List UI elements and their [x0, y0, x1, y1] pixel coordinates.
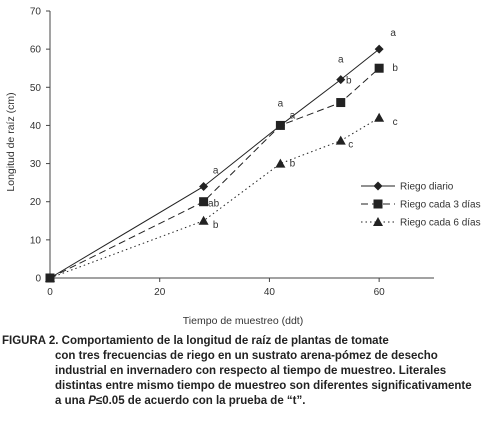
y-tick-label: 40	[30, 121, 42, 132]
y-tick-label: 50	[30, 83, 42, 94]
significance-letter: a	[390, 28, 396, 39]
chart-series	[45, 44, 385, 283]
data-point-triangle	[45, 273, 55, 282]
x-tick-label: 60	[374, 287, 386, 298]
data-point-triangle	[335, 135, 346, 145]
y-tick-label: 20	[30, 197, 42, 208]
y-tick-label: 30	[30, 159, 42, 170]
legend-label-2: Riego cada 3 días	[400, 200, 481, 211]
caption-label: FIGURA 2.	[2, 335, 59, 347]
x-tick-label: 40	[264, 287, 276, 298]
significance-letter: a	[213, 165, 219, 176]
series-line-1	[49, 48, 380, 279]
data-point-diamond	[374, 44, 384, 54]
chart-legend: Riego diario Riego cada 3 días Riego cada …	[361, 181, 481, 229]
caption-body-end: ≤0.05 de acuerdo con la prueba de “t”.	[95, 395, 306, 407]
legend-marker-triangle	[373, 217, 383, 226]
figure-caption: FIGURA 2. Comportamiento de la longitud …	[2, 334, 480, 409]
significance-letter: a	[338, 55, 344, 66]
y-tick-label: 0	[35, 274, 41, 285]
significance-letter: b	[290, 159, 296, 170]
y-axis-title: Longitud de raíz (cm)	[5, 92, 17, 191]
data-point-triangle	[198, 215, 209, 225]
data-point-square	[374, 63, 384, 73]
legend-label-1: Riego diario	[400, 182, 454, 193]
data-point-square	[199, 197, 209, 207]
significance-letter: a	[278, 98, 284, 109]
y-tick-label: 70	[30, 7, 42, 18]
legend-marker-square	[373, 199, 383, 209]
chart-axes: 0 10 20 30 40 50 60 70 0 20 40 60	[30, 7, 434, 298]
legend-marker-diamond	[373, 181, 383, 191]
significance-letter: c	[393, 117, 398, 128]
data-point-diamond	[199, 181, 209, 191]
data-point-square	[275, 120, 285, 130]
y-tick-label: 60	[30, 45, 42, 56]
data-point-triangle	[275, 158, 286, 168]
y-tick-label: 10	[30, 235, 42, 246]
caption-italic-p: P	[88, 395, 96, 407]
series-line-3	[49, 117, 380, 279]
significance-letter: ab	[208, 199, 220, 210]
caption-first-line: Comportamiento de la longitud de raíz de…	[61, 335, 389, 347]
significance-letter: b	[213, 220, 219, 231]
data-point-diamond	[336, 75, 346, 85]
x-tick-label: 20	[154, 287, 166, 298]
x-tick-label: 0	[47, 287, 53, 298]
caption-body-text: con tres frecuencias de riego en un sust…	[55, 350, 472, 407]
caption-body: con tres frecuencias de riego en un sust…	[2, 349, 480, 409]
significance-letter: a	[290, 110, 296, 121]
data-point-square	[336, 98, 346, 108]
x-axis-title: Tiempo de muestreo (ddt)	[183, 315, 303, 327]
data-point-triangle	[374, 112, 385, 122]
legend-label-3: Riego cada 6 días	[400, 218, 481, 229]
significance-letter: b	[392, 63, 398, 74]
significance-letter: c	[348, 140, 353, 151]
significance-letter: b	[346, 76, 352, 87]
